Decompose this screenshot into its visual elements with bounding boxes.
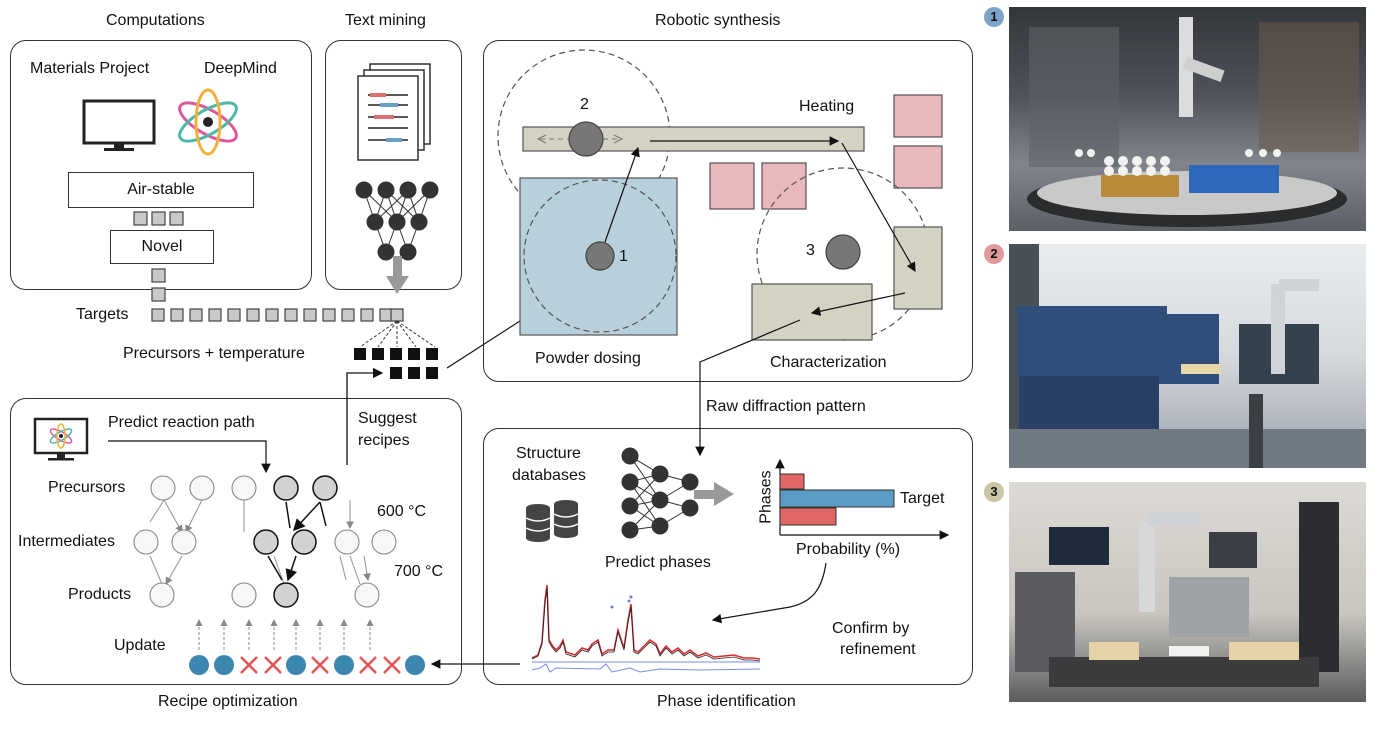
predict-path-arrow — [108, 440, 271, 474]
suggest-label: Suggest — [358, 410, 417, 427]
characterization-label: Characterization — [770, 354, 887, 371]
robot-3 — [825, 234, 861, 270]
intermediates-row-label: Intermediates — [18, 533, 115, 550]
photo-badge-1: 1 — [984, 7, 1004, 27]
furnace-2 — [893, 145, 943, 189]
structure-label: Structure — [516, 445, 581, 462]
xrd-pattern — [531, 584, 761, 673]
text-mining-arrow — [386, 256, 409, 294]
precursors-row-label: Precursors — [48, 479, 126, 496]
station-1-label: 1 — [619, 248, 628, 265]
documents-icon — [357, 63, 431, 161]
furnace-3 — [709, 162, 755, 210]
target-label: Target — [900, 490, 945, 507]
phase-network-icon — [621, 447, 699, 539]
photo-badge-3: 3 — [984, 482, 1004, 502]
text-mining-title: Text mining — [345, 12, 426, 29]
monitor-icon — [82, 99, 156, 151]
station-3-label: 3 — [806, 242, 815, 259]
databases-label: databases — [512, 467, 586, 484]
computations-title: Computations — [106, 12, 205, 29]
heating-label: Heating — [799, 98, 855, 115]
recipe-optimization-title: Recipe optimization — [158, 693, 298, 710]
powder-dosing-label: Powder dosing — [535, 350, 641, 367]
air-stable-box: Air-stable — [68, 172, 254, 208]
phases-axis-label: Phases — [757, 470, 775, 524]
furnace-4 — [761, 162, 807, 210]
robotic-layout — [497, 49, 943, 341]
char-station-2 — [751, 283, 873, 341]
temp-700-label: 700 °C — [394, 563, 444, 580]
lab-photo-2 — [1009, 244, 1366, 468]
phase-identification-title: Phase identification — [657, 693, 796, 710]
reaction-tree — [133, 475, 397, 608]
network-output-arrow — [694, 482, 734, 506]
predict-phases-label: Predict phases — [605, 554, 711, 571]
deepmind-label: DeepMind — [204, 60, 277, 77]
bar-phase-3 — [779, 507, 837, 526]
robot-1 — [585, 241, 615, 271]
update-label: Update — [114, 637, 166, 654]
probability-label: Probability (%) — [796, 541, 901, 558]
recipe-optimization-panel — [10, 398, 462, 685]
photo-badge-2: 2 — [984, 244, 1004, 264]
to-refinement-arrow — [711, 562, 827, 624]
precursors-temperature-label: Precursors + temperature — [123, 345, 305, 362]
filter-squares — [133, 211, 184, 302]
robotic-synthesis-panel — [483, 40, 973, 382]
predict-reaction-path-label: Predict reaction path — [108, 414, 255, 431]
raw-diffraction-arrow — [695, 319, 801, 457]
small-monitor-icon — [33, 417, 89, 461]
robot-2 — [568, 121, 604, 157]
powder-dosing-area — [519, 177, 678, 336]
products-row-label: Products — [68, 586, 132, 603]
update-results — [189, 655, 425, 675]
char-station-1 — [893, 226, 943, 310]
novel-box: Novel — [110, 230, 214, 264]
materials-project-label: Materials Project — [30, 60, 150, 77]
station-2-label: 2 — [580, 96, 589, 113]
text-mining-panel — [325, 40, 462, 290]
atom-icon — [178, 88, 238, 156]
targets-label: Targets — [76, 306, 129, 323]
furnace-1 — [893, 94, 943, 138]
bar-phase-1 — [779, 473, 805, 490]
update-arrows — [195, 619, 374, 650]
phase-identification-panel — [483, 428, 973, 685]
precursor-squares — [354, 348, 438, 379]
lab-photo-1 — [1009, 7, 1366, 231]
temp-600-label: 600 °C — [377, 503, 427, 520]
targets-squares — [151, 308, 404, 322]
fan-lines — [359, 320, 436, 348]
bar-target — [779, 489, 895, 508]
recipes-label: recipes — [358, 432, 410, 449]
refinement-label: refinement — [840, 641, 916, 658]
database-icon — [525, 500, 579, 542]
suggest-recipes-arrow — [346, 367, 384, 465]
confirm-label: Confirm by — [832, 620, 910, 637]
robotic-synthesis-title: Robotic synthesis — [655, 12, 781, 29]
raw-diffraction-label: Raw diffraction pattern — [706, 398, 866, 415]
lab-photo-3 — [1009, 482, 1366, 702]
text-mining-network-icon — [355, 181, 439, 261]
